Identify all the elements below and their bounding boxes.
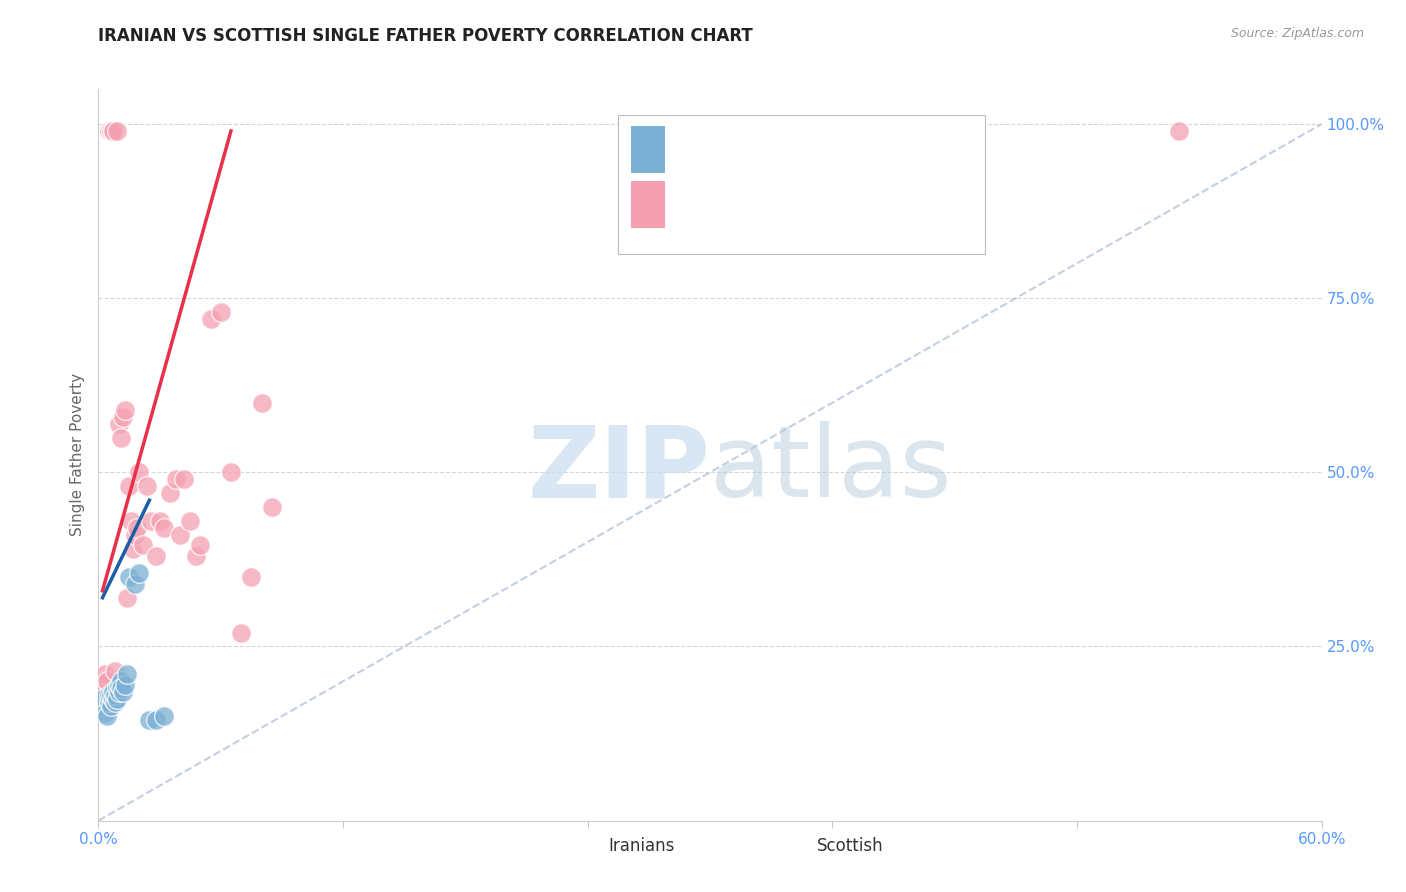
Point bbox=[108, 685, 131, 699]
Point bbox=[105, 681, 128, 696]
Text: atlas: atlas bbox=[710, 421, 952, 518]
Point bbox=[145, 713, 167, 727]
Point bbox=[145, 549, 167, 563]
FancyBboxPatch shape bbox=[772, 831, 801, 861]
Point bbox=[141, 514, 163, 528]
Point bbox=[110, 430, 132, 444]
Point bbox=[250, 395, 273, 409]
Point bbox=[100, 688, 122, 702]
Text: N = 26: N = 26 bbox=[811, 141, 879, 159]
Point bbox=[105, 691, 128, 706]
Point bbox=[97, 688, 120, 702]
Point bbox=[97, 124, 120, 138]
Point bbox=[111, 409, 134, 424]
Point bbox=[165, 472, 187, 486]
Point bbox=[138, 713, 160, 727]
Point bbox=[231, 625, 253, 640]
Point bbox=[110, 674, 132, 689]
Point bbox=[186, 549, 208, 563]
Point bbox=[104, 688, 127, 702]
Point bbox=[114, 678, 136, 692]
Y-axis label: Single Father Poverty: Single Father Poverty bbox=[70, 374, 86, 536]
FancyBboxPatch shape bbox=[630, 180, 665, 228]
Point bbox=[118, 479, 141, 493]
Point bbox=[159, 486, 181, 500]
Text: R = 0.755: R = 0.755 bbox=[683, 212, 782, 230]
FancyBboxPatch shape bbox=[619, 115, 986, 254]
Point bbox=[260, 500, 283, 515]
Text: R = 0.443: R = 0.443 bbox=[683, 141, 782, 159]
Point bbox=[96, 709, 118, 723]
FancyBboxPatch shape bbox=[564, 831, 593, 861]
Point bbox=[96, 674, 118, 689]
Point bbox=[179, 514, 201, 528]
Point bbox=[101, 124, 124, 138]
Text: Scottish: Scottish bbox=[817, 838, 883, 855]
Point bbox=[149, 514, 172, 528]
Point bbox=[108, 678, 131, 692]
Point bbox=[101, 691, 124, 706]
Point bbox=[111, 685, 134, 699]
Point bbox=[110, 681, 132, 696]
Point bbox=[100, 698, 122, 713]
Point bbox=[122, 541, 145, 556]
Point bbox=[127, 521, 149, 535]
Point bbox=[128, 566, 150, 581]
Point bbox=[100, 124, 122, 138]
Point bbox=[91, 691, 114, 706]
Point bbox=[209, 305, 232, 319]
Point bbox=[100, 124, 122, 138]
Point bbox=[120, 514, 142, 528]
Point bbox=[101, 124, 124, 138]
Point bbox=[152, 709, 174, 723]
Point bbox=[91, 678, 114, 692]
Point bbox=[188, 539, 212, 553]
Point bbox=[114, 402, 136, 417]
Text: IRANIAN VS SCOTTISH SINGLE FATHER POVERTY CORRELATION CHART: IRANIAN VS SCOTTISH SINGLE FATHER POVERT… bbox=[98, 27, 754, 45]
Point bbox=[104, 664, 127, 678]
Point bbox=[97, 124, 120, 138]
Point bbox=[1167, 124, 1189, 138]
Point bbox=[104, 695, 127, 709]
Point bbox=[173, 472, 195, 486]
Point bbox=[105, 124, 128, 138]
Point bbox=[240, 570, 263, 584]
Point bbox=[115, 591, 138, 605]
Point bbox=[93, 667, 115, 681]
Point bbox=[118, 570, 141, 584]
Point bbox=[200, 312, 222, 326]
Point bbox=[93, 706, 115, 720]
Point bbox=[128, 466, 150, 480]
Point bbox=[124, 528, 146, 542]
Point bbox=[115, 667, 138, 681]
Text: Iranians: Iranians bbox=[609, 838, 675, 855]
Text: N = 43: N = 43 bbox=[811, 212, 879, 230]
Point bbox=[136, 479, 159, 493]
Text: Source: ZipAtlas.com: Source: ZipAtlas.com bbox=[1230, 27, 1364, 40]
Point bbox=[124, 576, 146, 591]
Point bbox=[219, 466, 242, 480]
Point bbox=[97, 695, 120, 709]
FancyBboxPatch shape bbox=[630, 126, 665, 173]
Point bbox=[169, 528, 191, 542]
Point bbox=[101, 685, 124, 699]
Point bbox=[132, 539, 155, 553]
Point bbox=[108, 417, 131, 431]
Text: ZIP: ZIP bbox=[527, 421, 710, 518]
Point bbox=[152, 521, 174, 535]
